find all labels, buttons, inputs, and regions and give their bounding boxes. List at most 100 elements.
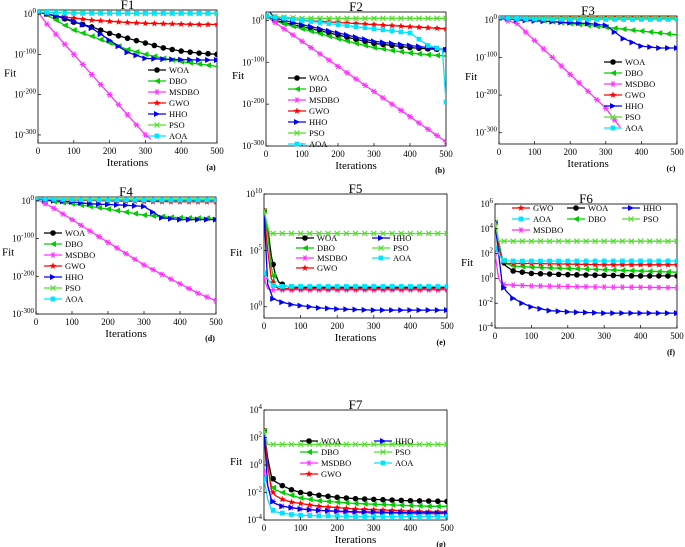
data-point bbox=[52, 17, 59, 24]
data-point bbox=[269, 488, 277, 496]
x-tick-label: 500 bbox=[670, 147, 684, 157]
legend-marker bbox=[306, 438, 312, 444]
chart-f2: 0 100 200 300 400 500 100 10-100 10-200 10-300 F2 I… bbox=[232, 0, 453, 175]
legend-marker bbox=[154, 67, 160, 73]
x-tick-label: 0 bbox=[34, 317, 39, 327]
data-point bbox=[555, 283, 562, 290]
data-point bbox=[529, 258, 534, 264]
data-point bbox=[125, 10, 130, 16]
data-point bbox=[416, 507, 423, 515]
series-msdbo bbox=[266, 13, 446, 145]
data-point bbox=[664, 261, 672, 268]
data-point bbox=[416, 502, 423, 509]
data-point bbox=[600, 261, 608, 268]
chart-title: F2 bbox=[349, 0, 363, 14]
data-point bbox=[397, 22, 405, 29]
data-point bbox=[601, 258, 607, 264]
data-point bbox=[151, 42, 158, 49]
chart-title: F1 bbox=[121, 0, 135, 12]
data-point bbox=[306, 506, 313, 513]
data-point bbox=[187, 56, 194, 63]
data-point bbox=[546, 264, 553, 271]
chart-f5: 0 100 200 300 400 500 100 105 1010 F5 Iterations Fi… bbox=[230, 181, 454, 347]
data-point bbox=[335, 35, 341, 42]
y-tick-label: 10-200 bbox=[14, 88, 36, 100]
y-axis-label: Fit bbox=[4, 68, 16, 80]
x-tick-label: 200 bbox=[561, 331, 575, 341]
data-point bbox=[335, 29, 341, 36]
legend-item-aoa: AOA bbox=[44, 294, 84, 304]
data-point bbox=[406, 23, 414, 30]
data-point bbox=[270, 286, 277, 293]
data-point bbox=[371, 514, 377, 519]
data-point bbox=[264, 207, 267, 214]
data-point bbox=[196, 56, 203, 63]
series-line bbox=[264, 210, 447, 290]
legend-label: AOA bbox=[309, 139, 328, 149]
data-point bbox=[522, 29, 529, 35]
legend-item-hho: HHO bbox=[622, 203, 661, 213]
data-point bbox=[299, 17, 305, 23]
data-point bbox=[96, 197, 102, 203]
data-point bbox=[343, 306, 350, 313]
legend-item-gwo: GWO bbox=[296, 263, 337, 273]
x-tick-label: 100 bbox=[294, 523, 308, 533]
legend-label: HHO bbox=[65, 272, 83, 282]
data-point bbox=[638, 28, 645, 35]
data-point bbox=[371, 38, 377, 45]
y-tick-label: 10-2 bbox=[478, 296, 493, 308]
data-point bbox=[388, 506, 396, 514]
data-point bbox=[630, 16, 635, 22]
x-tick-label: 400 bbox=[404, 321, 418, 331]
data-point bbox=[132, 256, 138, 263]
data-point bbox=[537, 238, 544, 245]
data-point bbox=[415, 23, 423, 31]
legend-item-gwo: GWO bbox=[44, 261, 85, 271]
x-tick-label: 400 bbox=[174, 146, 188, 156]
data-point bbox=[594, 16, 600, 22]
y-tick-label: 10-300 bbox=[475, 126, 497, 138]
series-aoa bbox=[264, 476, 447, 519]
data-point bbox=[107, 10, 112, 16]
data-point bbox=[196, 61, 203, 68]
data-point bbox=[362, 25, 368, 31]
legend-label: DBO bbox=[65, 239, 83, 249]
y-axis-label: Fit bbox=[232, 70, 244, 82]
data-point bbox=[353, 284, 358, 289]
data-point bbox=[573, 238, 580, 245]
data-point bbox=[583, 272, 589, 278]
data-point bbox=[353, 34, 359, 41]
data-point bbox=[435, 498, 441, 505]
data-point bbox=[647, 16, 653, 22]
data-point bbox=[389, 509, 396, 516]
legend-item-gwo: GWO bbox=[148, 98, 189, 108]
data-point bbox=[619, 284, 626, 291]
data-point bbox=[647, 258, 653, 264]
x-tick-label: 100 bbox=[528, 147, 542, 157]
data-point bbox=[620, 26, 627, 33]
data-point bbox=[288, 230, 295, 237]
legend-label: AOA bbox=[65, 294, 84, 304]
legend-item-hho: HHO bbox=[372, 233, 411, 243]
data-point bbox=[97, 81, 104, 88]
data-point bbox=[205, 62, 212, 69]
data-point bbox=[159, 271, 165, 278]
data-point bbox=[416, 498, 423, 504]
data-point bbox=[389, 47, 395, 54]
data-point bbox=[656, 16, 662, 22]
data-point bbox=[187, 49, 193, 55]
data-point bbox=[69, 197, 75, 203]
legend-label: MSDBO bbox=[169, 87, 199, 97]
data-point bbox=[69, 216, 75, 223]
data-point bbox=[89, 10, 95, 16]
legend-label: AOA bbox=[169, 131, 188, 141]
legend-label: PSO bbox=[395, 447, 411, 457]
data-point bbox=[567, 71, 574, 78]
data-point bbox=[655, 268, 662, 275]
series-hho bbox=[36, 197, 216, 223]
data-point bbox=[115, 43, 122, 50]
data-point bbox=[78, 197, 84, 203]
x-axis-label: Iterations bbox=[335, 332, 377, 344]
data-point bbox=[343, 495, 350, 501]
series-aoa bbox=[499, 16, 677, 22]
